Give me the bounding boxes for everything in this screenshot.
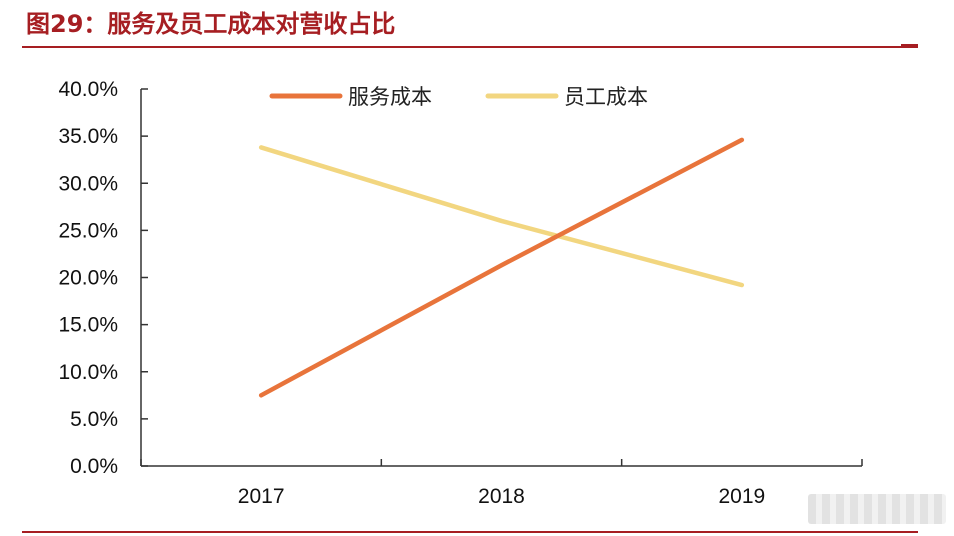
y-tick-label: 30.0% — [58, 172, 118, 195]
series-lines — [258, 137, 745, 398]
y-tick-label: 0.0% — [70, 455, 118, 478]
title-underline-accent — [901, 44, 918, 46]
x-tick-label: 2019 — [718, 485, 765, 508]
y-tick-label: 15.0% — [58, 314, 118, 337]
watermark — [808, 494, 946, 524]
chart-legend: 服务成本 员工成本 — [269, 85, 648, 109]
legend-label: 服务成本 — [348, 85, 432, 109]
bottom-rule — [22, 531, 918, 533]
chart-title: 图29：服务及员工成本对营收占比 — [26, 10, 396, 38]
chart-axes — [140, 89, 862, 467]
x-tick-label: 2017 — [238, 485, 285, 508]
y-tick-label: 20.0% — [58, 267, 118, 290]
series-line-service-cost — [258, 137, 745, 398]
y-axis-ticks: 0.0% 5.0% 10.0% 15.0% 20.0% 25.0% 30.0% 35.0% 40… — [58, 78, 148, 478]
title-underline — [22, 46, 918, 48]
x-axis-ticks: 2017 2018 2019 — [140, 459, 863, 508]
x-tick-label: 2018 — [478, 485, 525, 508]
y-tick-label: 40.0% — [58, 78, 118, 101]
series-line-employee-cost — [258, 145, 745, 288]
y-tick-label: 5.0% — [70, 408, 118, 431]
y-tick-label: 25.0% — [58, 219, 118, 242]
legend-label: 员工成本 — [564, 85, 648, 109]
y-tick-label: 35.0% — [58, 125, 118, 148]
y-tick-label: 10.0% — [58, 361, 118, 384]
